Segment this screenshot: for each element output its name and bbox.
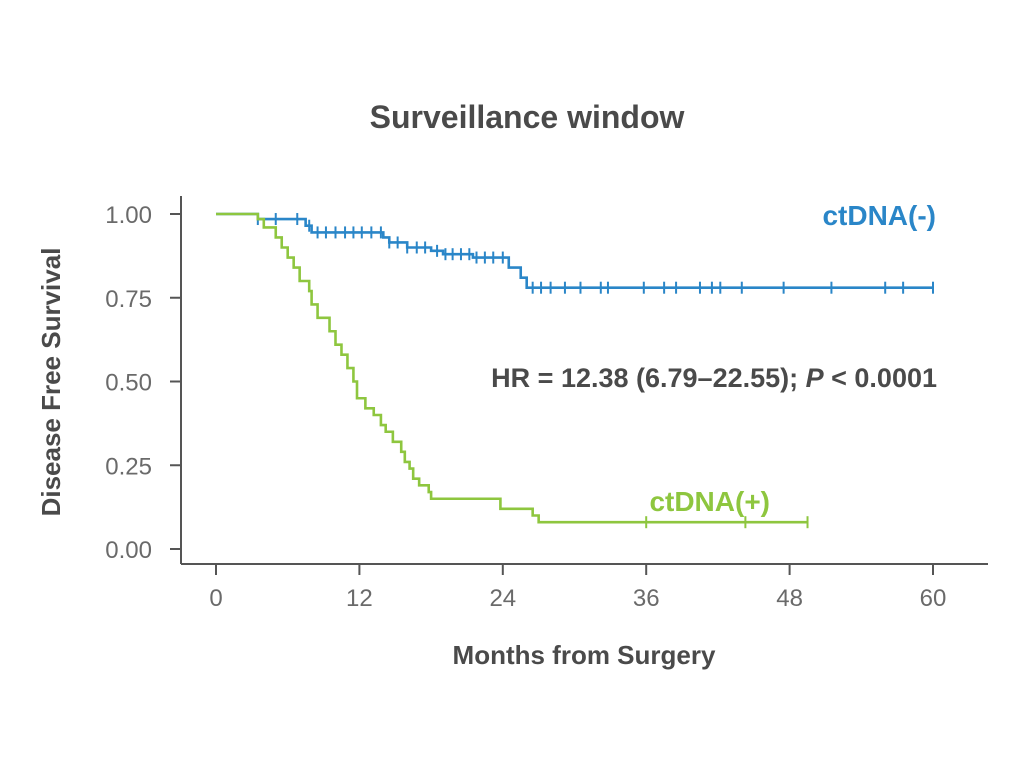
- x-tick-label: 12: [346, 585, 373, 612]
- x-tick-label: 0: [209, 585, 222, 612]
- y-tick-label: 0.75: [105, 286, 152, 313]
- y-tick-label: 1.00: [105, 202, 152, 229]
- x-axis-title: Months from Surgery: [453, 640, 716, 670]
- series-label-ctdna-positive: ctDNA(+): [649, 486, 770, 517]
- x-ticks: 0 12 24 36 48 60: [209, 564, 946, 612]
- y-axis-title: Disease Free Survival: [36, 248, 66, 517]
- chart-title: Surveillance window: [370, 99, 685, 135]
- x-tick-label: 48: [776, 585, 803, 612]
- survival-curve-ctdna-positive: [216, 212, 808, 524]
- x-tick-label: 36: [633, 585, 660, 612]
- x-tick-label: 60: [920, 585, 947, 612]
- series-layer: [216, 212, 934, 529]
- series-group: [216, 212, 934, 294]
- y-tick-label: 0.25: [105, 453, 152, 480]
- series-group: [216, 212, 809, 529]
- y-ticks: 0.00 0.25 0.50 0.75 1.00: [105, 202, 181, 564]
- y-tick-label: 0.50: [105, 370, 152, 397]
- axes: [180, 196, 988, 565]
- series-label-ctdna-negative: ctDNA(-): [822, 200, 936, 231]
- hr-text: HR = 12.38 (6.79–22.55);: [491, 363, 805, 393]
- y-tick-label: 0.00: [105, 537, 152, 564]
- p-symbol: P: [806, 363, 825, 393]
- hazard-ratio-annotation: HR = 12.38 (6.79–22.55); P < 0.0001: [491, 363, 937, 393]
- survival-curve-ctdna-negative: [216, 212, 933, 289]
- x-tick-label: 24: [489, 585, 516, 612]
- p-value: < 0.0001: [824, 363, 937, 393]
